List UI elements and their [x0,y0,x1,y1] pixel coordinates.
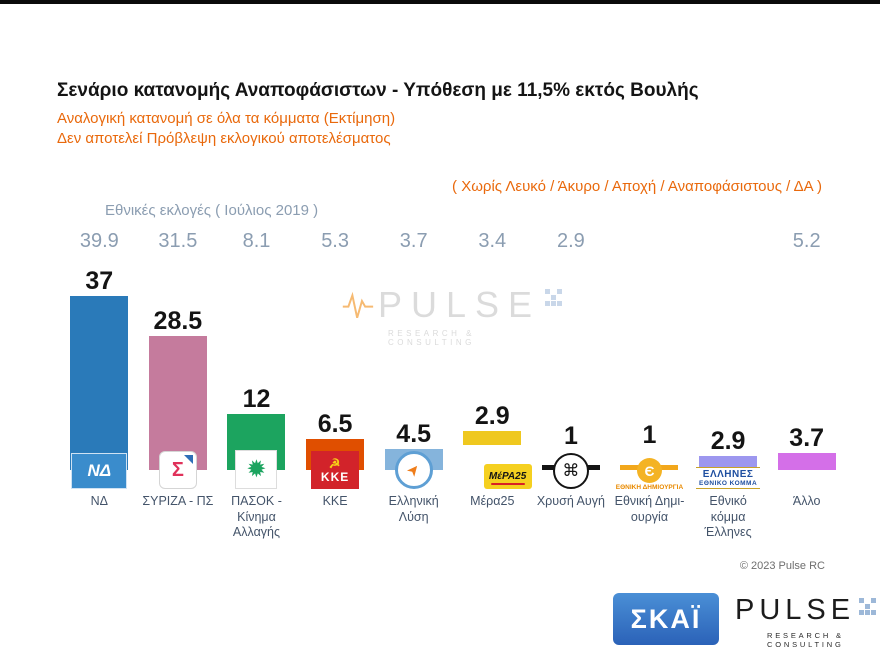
bar-column-pasok: 12 ✹ ΠΑΣΟΚ - Κίνημα Αλλαγής [217,258,296,541]
ellines-party-logo: ΕΛΛΗΝΕΣ ΕΘΝΙΚΟ ΚΟΜΜΑ [696,467,761,489]
bar-area: 1 ⌘ [532,258,611,489]
watermark-tagline: RESEARCH & CONSULTING [388,329,476,347]
xrysi-avgi-party-logo: ⌘ [552,453,589,489]
bar-column-xrysi-avgi: 1 ⌘ Χρυσή Αυγή [532,258,611,541]
bar-column-elliniki-lysi: 4.5 ➤ Ελληνική Λύση [374,258,453,541]
bar-column-kke: 6.5 ☭ ΚΚΕ ΚΚΕ [296,258,375,541]
previous-election-value: 3.4 [478,230,507,252]
party-label: Άλλο [792,494,821,508]
elliniki-lysi-party-logo: ➤ [394,451,433,489]
previous-election-value [689,230,768,253]
skai-logo: ΣΚΑΪ [613,593,719,645]
bar-area: 12 ✹ [217,258,296,489]
kke-logo-emblem-icon: ☭ [328,455,342,471]
ethniki-dimiourgia-logo-subtext: ΕΘΝΙΚΗ ΔΗΜΙΟΥΡΓΙΑ [615,484,684,492]
party-label: ΣΥΡΙΖΑ - ΠΣ [142,494,214,508]
bar-area: 1 Є ΕΘΝΙΚΗ ΔΗΜΙΟΥΡΓΙΑ [610,258,689,492]
elliniki-lysi-logo-glyph: ➤ [403,460,425,481]
bar-value-label: 2.9 [710,427,746,455]
bar [70,296,129,470]
skai-logo-text: ΣΚΑΪ [630,603,702,634]
party-label: ΠΑΣΟΚ - Κίνημα Αλλαγής [231,494,282,540]
party-label: Μέρα25 [470,494,515,508]
bar-column-syriza: 28.5 Σ ΣΥΡΙΖΑ - ΠΣ [139,258,218,541]
bar-chart: 37 ΝΔ ΝΔ 28.5 Σ ΣΥΡΙΖΑ - ΠΣ 12 ✹ ΠΑΣΟΚ - Κίνημα … [60,258,846,541]
previous-election-value: 8.1 [242,230,271,252]
bar-column-allo: 3.7 Άλλο [767,258,846,541]
bar [699,456,758,470]
bar-area: 37 ΝΔ [60,258,139,489]
bar-value-label: 12 [242,385,271,413]
pulse-heartbeat-icon [342,291,374,319]
ellines-logo-glyph: ΕΛΛΗΝΕΣ [702,469,754,480]
bar-area: 3.7 [767,258,846,470]
top-divider [0,0,880,4]
subtitle-estimate: Αναλογική κατανομή σε όλα τα κόμματα (Εκ… [57,110,396,127]
syriza-party-logo: Σ [158,451,197,489]
bar-area: 2.9 ΕΛΛΗΝΕΣ ΕΘΝΙΚΟ ΚΟΜΜΑ [689,258,768,489]
bar-value-label: 1 [563,422,578,450]
previous-election-label: Εθνικές εκλογές ( Ιούλιος 2019 ) [105,202,319,219]
pulse-pixel-icon [859,598,877,615]
copyright-note: © 2023 Pulse RC [739,560,825,572]
party-label: ΝΔ [90,494,108,508]
bar-column-ellines: 2.9 ΕΛΛΗΝΕΣ ΕΘΝΙΚΟ ΚΟΜΜΑ Εθνικό κόμμα Έλλην… [689,258,768,541]
page-title: Σενάριο κατανομής Αναποφάσιστων - Υπόθεσ… [57,80,699,101]
bar-value-label: 6.5 [317,410,353,438]
mera25-party-logo: ΜέΡΑ25 [483,464,532,489]
previous-election-value: 5.2 [792,230,821,252]
pasok-logo-glyph: ✹ [246,455,267,483]
previous-election-value [610,230,689,253]
pulse-logo: PULSE RESEARCH & CONSULTING [733,592,877,649]
ethniki-dimiourgia-party-logo: Є ΕΘΝΙΚΗ ΔΗΜΙΟΥΡΓΙΑ [612,458,686,492]
party-label: Χρυσή Αυγή [536,494,605,508]
kke-party-logo: ☭ ΚΚΕ [311,451,360,489]
watermark-name: PULSE [377,284,541,325]
ethniki-dimiourgia-logo-glyph: Є [636,458,662,484]
bar-value-label: 4.5 [396,420,432,448]
party-label: Εθνικό κόμμα Έλληνες [704,494,752,540]
previous-election-values-row: 39.9 31.5 8.1 5.3 3.7 3.4 2.9 5.2 [60,230,846,253]
ellines-logo-subtext: ΕΘΝΙΚΟ ΚΟΜΜΑ [699,480,758,487]
bar-column-ethniki-dimiourgia: 1 Є ΕΘΝΙΚΗ ΔΗΜΙΟΥΡΓΙΑ Εθνική Δημι- ουργία [610,258,689,541]
pasok-party-logo: ✹ [235,450,278,489]
pulse-logo-name: PULSE [735,593,856,626]
pulse-pixel-icon [545,289,562,306]
pulse-watermark: PULSE RESEARCH & CONSULTING [342,283,562,347]
xrysi-avgi-logo-glyph: ⌘ [562,461,580,480]
bar-value-label: 28.5 [153,307,203,335]
previous-election-value: 2.9 [556,230,585,252]
bar-value-label: 37 [85,267,114,295]
bar-column-nd: 37 ΝΔ ΝΔ [60,258,139,541]
party-label: Εθνική Δημι- ουργία [614,494,685,524]
syriza-logo-glyph: Σ [171,458,184,481]
kke-logo-glyph: ☭ ΚΚΕ [320,455,350,484]
bar-value-label: 2.9 [474,402,510,430]
party-label: ΚΚΕ [322,494,348,508]
previous-election-value: 31.5 [158,230,198,252]
bar-area: 2.9 ΜέΡΑ25 [453,258,532,489]
bar [777,453,836,470]
mera25-logo-glyph: ΜέΡΑ25 [488,471,527,482]
bar-area: 28.5 Σ [139,258,218,489]
bar-area: 6.5 ☭ ΚΚΕ [296,258,375,489]
bar-area: 4.5 ➤ [374,258,453,489]
pulse-logo-tagline: RESEARCH & CONSULTING [767,631,844,649]
previous-election-value: 39.9 [79,230,119,252]
previous-election-value: 3.7 [399,230,428,252]
exclusion-note: ( Χωρίς Λευκό / Άκυρο / Αποχή / Αναποφάσ… [452,178,822,195]
previous-election-value: 5.3 [321,230,349,252]
bar [463,431,522,445]
party-label: Ελληνική Λύση [388,494,439,524]
bar-value-label: 1 [642,421,657,449]
bar [148,336,207,470]
bar-value-label: 3.7 [789,424,825,452]
nd-party-logo: ΝΔ [71,453,128,489]
subtitle-disclaimer: Δεν αποτελεί Πρόβλεψη εκλογικού αποτελέσ… [57,130,391,147]
nd-logo-glyph: ΝΔ [87,461,112,480]
bar-column-mera25: 2.9 ΜέΡΑ25 Μέρα25 [453,258,532,541]
